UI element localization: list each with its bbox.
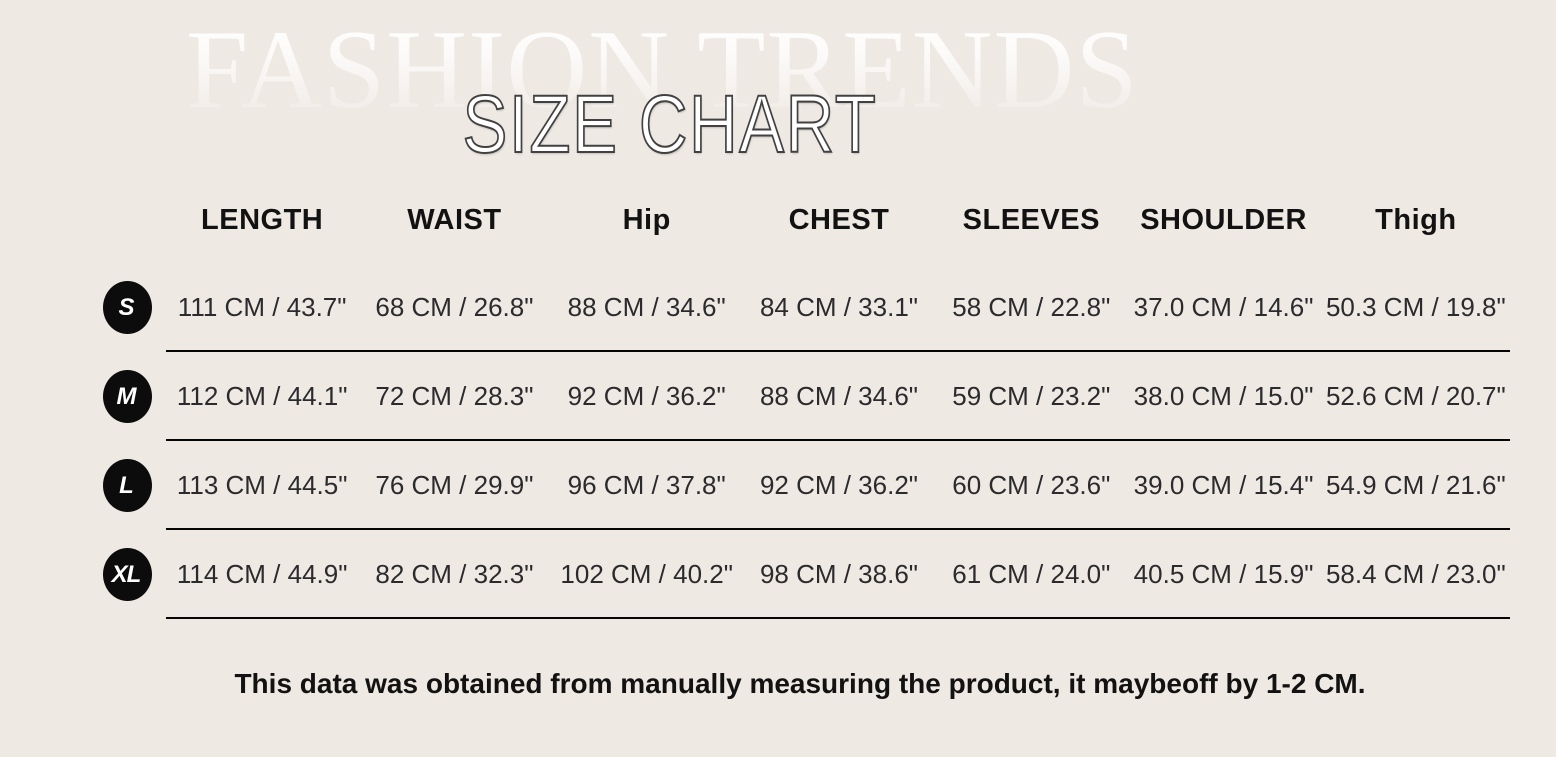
cell-xl-thigh: 58.4 CM / 23.0" xyxy=(1325,559,1506,589)
cell-xl-waist: 82 CM / 32.3" xyxy=(375,559,534,589)
cell-m-hip: 92 CM / 36.2" xyxy=(567,381,726,411)
cell-l-length: 113 CM / 44.5" xyxy=(176,470,348,500)
column-header-thigh: Thigh xyxy=(1375,204,1457,236)
cell-l-waist: 76 CM / 29.9" xyxy=(375,470,534,500)
cell-xl-hip: 102 CM / 40.2" xyxy=(560,559,733,589)
cell-m-shoulder: 38.0 CM / 15.0" xyxy=(1133,381,1314,411)
size-badge-cell: M xyxy=(88,370,166,423)
cell-m-length: 112 CM / 44.1" xyxy=(176,381,348,411)
table-row-xl: XL 114 CM / 44.9" 82 CM / 32.3" 102 CM /… xyxy=(88,530,1512,619)
size-badge-l: L xyxy=(102,459,152,512)
table-row-m: M 112 CM / 44.1" 72 CM / 28.3" 92 CM / 3… xyxy=(88,352,1512,441)
table-row-s: S 111 CM / 43.7" 68 CM / 26.8" 88 CM / 3… xyxy=(88,263,1512,352)
cell-s-sleeves: 58 CM / 22.8" xyxy=(952,292,1111,322)
cell-s-thigh: 50.3 CM / 19.8" xyxy=(1325,292,1506,322)
cell-l-sleeves: 60 CM / 23.6" xyxy=(952,470,1111,500)
cell-l-chest: 92 CM / 36.2" xyxy=(759,470,919,500)
cell-l-hip: 96 CM / 37.8" xyxy=(567,470,726,500)
cell-s-waist: 68 CM / 26.8" xyxy=(375,292,534,322)
size-badge-cell: XL xyxy=(88,548,166,601)
cell-xl-sleeves: 61 CM / 24.0" xyxy=(952,559,1111,589)
size-badge-cell: S xyxy=(88,281,166,334)
cell-s-length: 111 CM / 43.7" xyxy=(177,292,347,322)
size-badge-s: S xyxy=(102,281,152,334)
table-header-row: LENGTH WAIST Hip CHEST SLEEVES SHOULDER … xyxy=(88,178,1512,263)
cell-m-sleeves: 59 CM / 23.2" xyxy=(952,381,1111,411)
disclaimer-note: This data was obtained from manually mea… xyxy=(234,668,1366,699)
column-header-waist: WAIST xyxy=(407,204,502,236)
column-header-hip: Hip xyxy=(622,204,671,236)
column-header-chest: CHEST xyxy=(788,204,890,236)
cell-l-thigh: 54.9 CM / 21.6" xyxy=(1325,470,1506,500)
cell-s-shoulder: 37.0 CM / 14.6" xyxy=(1133,292,1314,322)
cell-xl-chest: 98 CM / 38.6" xyxy=(759,559,919,589)
size-badge-m: M xyxy=(102,370,152,423)
cell-m-chest: 88 CM / 34.6" xyxy=(759,381,919,411)
size-table: LENGTH WAIST Hip CHEST SLEEVES SHOULDER … xyxy=(88,178,1512,619)
size-badge-xl: XL xyxy=(102,548,152,601)
cell-l-shoulder: 39.0 CM / 15.4" xyxy=(1133,470,1314,500)
column-header-length: LENGTH xyxy=(201,204,324,236)
cell-s-chest: 84 CM / 33.1" xyxy=(759,292,919,322)
column-header-shoulder: SHOULDER xyxy=(1140,204,1307,236)
table-row-l: L 113 CM / 44.5" 76 CM / 29.9" 96 CM / 3… xyxy=(88,441,1512,530)
cell-xl-length: 114 CM / 44.9" xyxy=(176,559,348,589)
column-header-sleeves: SLEEVES xyxy=(962,204,1100,236)
cell-xl-shoulder: 40.5 CM / 15.9" xyxy=(1133,559,1314,589)
cell-s-hip: 88 CM / 34.6" xyxy=(567,292,726,322)
page-title: SIZE CHART xyxy=(462,79,878,170)
cell-m-waist: 72 CM / 28.3" xyxy=(375,381,534,411)
cell-m-thigh: 52.6 CM / 20.7" xyxy=(1325,381,1506,411)
size-badge-cell: L xyxy=(88,459,166,512)
